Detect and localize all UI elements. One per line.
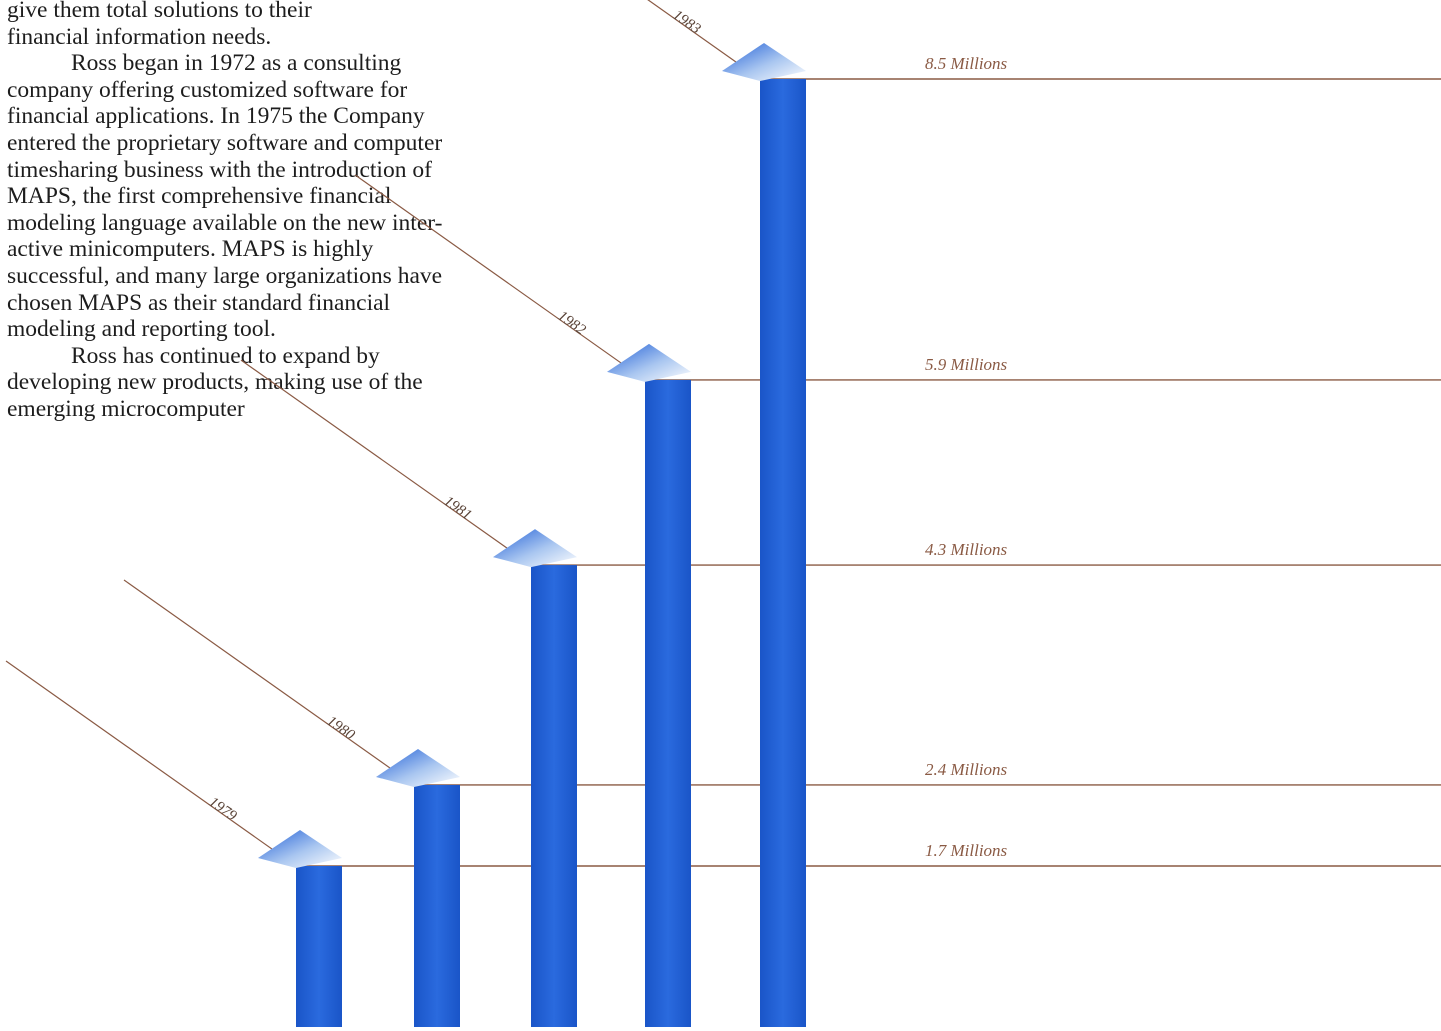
intro-paragraph-3: Ross has continued to expand by developi… <box>7 342 423 422</box>
bar-cap-1983 <box>722 43 806 81</box>
year-label-1983: 1983 <box>670 7 704 37</box>
intro-paragraph-2: Ross began in 1972 as a consulting compa… <box>7 50 443 343</box>
bar-1983 <box>760 79 806 1027</box>
value-label-1983: 8.5 Millions <box>925 54 1008 73</box>
bar-1981 <box>531 565 577 1027</box>
value-label-1979: 1.7 Millions <box>925 841 1008 860</box>
bar-cap-1982 <box>607 343 691 382</box>
value-label-1980: 2.4 Millions <box>925 760 1008 779</box>
bars <box>258 43 806 1028</box>
bar-cap-1980 <box>376 748 460 787</box>
intro-line-1: give them total solutions to their <box>7 0 312 23</box>
bar-1982 <box>645 379 691 1028</box>
bar-1979 <box>296 866 342 1027</box>
intro-line-2: financial information needs. <box>7 23 272 50</box>
chart-labels: 1.7 Millions 1979 2.4 Millions 1980 4.3 Mill… <box>206 7 1008 860</box>
bar-1980 <box>414 784 460 1027</box>
year-guide-line-1980 <box>123 579 415 786</box>
guide-lines <box>5 0 1441 867</box>
year-label-1980: 1980 <box>324 713 358 744</box>
year-guide-line-1979 <box>5 660 297 867</box>
year-guide-line-1982 <box>354 174 646 381</box>
intro-text: give them total solutions to their finan… <box>7 0 447 423</box>
year-guide-line-1983 <box>647 0 761 80</box>
value-label-1982: 5.9 Millions <box>925 355 1008 374</box>
year-label-1982: 1982 <box>555 308 589 339</box>
value-label-1981: 4.3 Millions <box>925 540 1008 559</box>
bar-cap-1979 <box>258 830 342 868</box>
year-guide-line-1981 <box>240 359 532 566</box>
bar-cap-1981 <box>493 529 577 568</box>
year-label-1981: 1981 <box>441 493 475 523</box>
year-label-1979: 1979 <box>206 794 240 825</box>
